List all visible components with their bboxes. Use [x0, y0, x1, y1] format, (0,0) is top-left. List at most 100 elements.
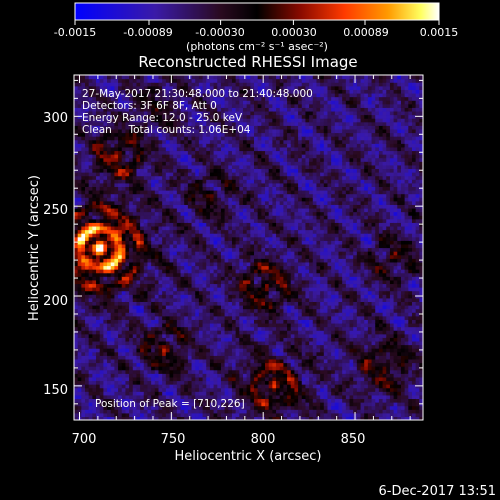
heatmap-cell	[180, 118, 185, 123]
heatmap-cell	[239, 100, 244, 105]
heatmap-cell	[217, 82, 222, 87]
heatmap-cell	[235, 186, 240, 191]
heatmap-cell	[217, 157, 222, 162]
heatmap-cell	[114, 265, 119, 270]
heatmap-cell	[220, 182, 226, 187]
heatmap-cell	[191, 279, 196, 285]
heatmap-cell	[158, 190, 163, 195]
heatmap-cell	[96, 82, 101, 87]
heatmap-cell	[85, 168, 90, 173]
heatmap-cell	[96, 348, 101, 353]
heatmap-cell	[88, 412, 93, 417]
heatmap-cell	[125, 100, 130, 105]
heatmap-cell	[85, 247, 90, 252]
heatmap-cell	[121, 225, 127, 231]
heatmap-cell	[231, 78, 237, 83]
heatmap-cell	[246, 398, 251, 403]
heatmap-cell	[254, 337, 259, 342]
heatmap-cell	[169, 229, 174, 234]
heatmap-cell	[88, 279, 93, 285]
heatmap-cell	[198, 297, 204, 302]
heatmap-cell	[132, 358, 138, 364]
heatmap-cell	[224, 243, 229, 249]
heatmap-cell	[257, 172, 262, 177]
heatmap-cell	[158, 398, 163, 403]
heatmap-cell	[165, 287, 171, 292]
heatmap-cell	[140, 78, 145, 83]
heatmap-cell	[254, 125, 259, 130]
heatmap-cell	[129, 258, 134, 263]
heatmap-cell	[198, 319, 204, 324]
heatmap-cell	[198, 222, 204, 227]
heatmap-cell	[103, 118, 108, 123]
heatmap-cell	[162, 240, 167, 245]
heatmap-cell	[213, 146, 218, 152]
heatmap-cell	[114, 340, 119, 346]
heatmap-cell	[254, 236, 259, 241]
heatmap-cell	[96, 146, 101, 152]
heatmap-cell	[165, 416, 171, 420]
heatmap-cell	[136, 247, 141, 252]
heatmap-cell	[213, 186, 218, 191]
heatmap-cell	[92, 143, 97, 148]
heatmap-cell	[180, 294, 185, 299]
heatmap-cell	[132, 384, 138, 389]
heatmap-cell	[184, 139, 189, 144]
heatmap-cell	[246, 200, 251, 205]
heatmap-cell	[250, 190, 255, 195]
heatmap-cell	[191, 261, 196, 267]
heatmap-cell	[110, 211, 116, 216]
heatmap-cell	[140, 373, 145, 378]
heatmap-cell	[121, 96, 127, 101]
heatmap-cell	[74, 376, 79, 382]
heatmap-cell	[158, 92, 163, 98]
heatmap-cell	[121, 319, 127, 324]
heatmap-cell	[129, 164, 134, 170]
heatmap-cell	[184, 351, 189, 356]
heatmap-cell	[162, 373, 167, 378]
heatmap-cell	[184, 172, 189, 177]
heatmap-cell	[136, 272, 141, 277]
heatmap-cell	[261, 358, 266, 364]
heatmap-cell	[228, 305, 233, 310]
heatmap-cell	[195, 78, 200, 83]
heatmap-cell	[257, 215, 262, 220]
heatmap-cell	[254, 114, 259, 119]
heatmap-cell	[85, 387, 90, 392]
heatmap-cell	[246, 211, 251, 216]
heatmap-cell	[136, 351, 141, 356]
heatmap-cell	[242, 89, 248, 94]
heatmap-cell	[239, 215, 244, 220]
heatmap-cell	[239, 157, 244, 162]
heatmap-cell	[96, 233, 101, 238]
heatmap-cell	[198, 190, 204, 195]
heatmap-cell	[151, 197, 156, 202]
heatmap-cell	[147, 175, 152, 180]
heatmap-cell	[187, 261, 193, 267]
heatmap-cell	[81, 402, 86, 407]
heatmap-cell	[195, 315, 200, 320]
heatmap-cell	[81, 225, 86, 231]
heatmap-cell	[176, 294, 182, 299]
heatmap-cell	[173, 283, 178, 288]
heatmap-cell	[254, 387, 259, 392]
heatmap-cell	[198, 211, 204, 216]
heatmap-cell	[257, 96, 262, 101]
heatmap-cell	[110, 92, 116, 98]
heatmap-cell	[121, 128, 127, 134]
heatmap-cell	[125, 132, 130, 137]
heatmap-cell	[114, 114, 119, 119]
heatmap-cell	[173, 351, 178, 356]
heatmap-cell	[198, 132, 204, 137]
heatmap-cell	[184, 150, 189, 155]
heatmap-cell	[88, 380, 93, 385]
heatmap-cell	[129, 305, 134, 310]
heatmap-cell	[114, 233, 119, 238]
heatmap-cell	[173, 75, 178, 80]
heatmap-cell	[165, 190, 171, 195]
heatmap-cell	[209, 186, 215, 191]
heatmap-cell	[231, 164, 237, 170]
heatmap-cell	[136, 312, 141, 317]
heatmap-cell	[110, 279, 116, 285]
heatmap-cell	[180, 315, 185, 320]
